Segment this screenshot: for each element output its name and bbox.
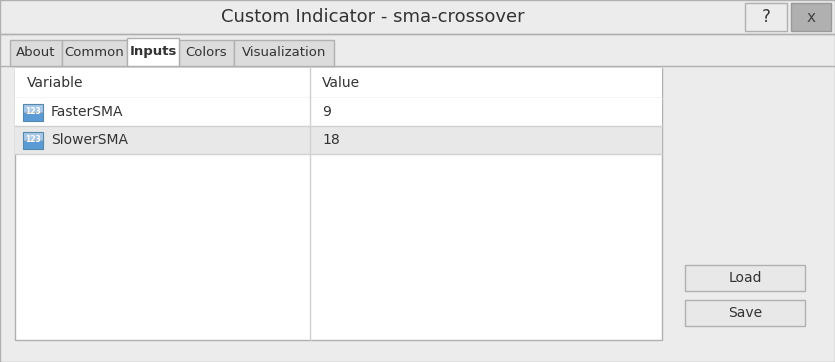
Bar xyxy=(15,68,662,340)
Bar xyxy=(23,112,43,121)
Text: Custom Indicator - sma-crossover: Custom Indicator - sma-crossover xyxy=(220,8,524,26)
Bar xyxy=(23,131,43,140)
Bar xyxy=(745,3,787,31)
Bar xyxy=(685,300,805,326)
Bar xyxy=(15,68,662,98)
Bar xyxy=(23,140,43,148)
Bar xyxy=(791,3,831,31)
Bar xyxy=(127,38,179,66)
Bar xyxy=(23,104,43,121)
Bar xyxy=(62,40,127,66)
Bar xyxy=(23,131,43,148)
Text: FasterSMA: FasterSMA xyxy=(51,105,124,119)
Bar xyxy=(15,98,662,126)
Bar xyxy=(10,40,62,66)
Text: x: x xyxy=(807,9,816,25)
Text: Common: Common xyxy=(64,46,124,59)
Text: Inputs: Inputs xyxy=(129,46,177,59)
Text: Visualization: Visualization xyxy=(242,46,326,59)
Text: 123: 123 xyxy=(25,108,41,117)
Text: Load: Load xyxy=(728,271,762,285)
Text: 9: 9 xyxy=(322,105,331,119)
Bar xyxy=(15,126,662,154)
Text: ?: ? xyxy=(762,8,771,26)
Bar xyxy=(234,40,334,66)
Text: 18: 18 xyxy=(322,133,340,147)
Text: About: About xyxy=(16,46,56,59)
Text: Value: Value xyxy=(322,76,360,90)
Bar xyxy=(179,40,234,66)
Text: Save: Save xyxy=(728,306,762,320)
Text: Variable: Variable xyxy=(27,76,84,90)
Text: Colors: Colors xyxy=(185,46,227,59)
Text: SlowerSMA: SlowerSMA xyxy=(51,133,128,147)
Bar xyxy=(23,104,43,112)
Text: 123: 123 xyxy=(25,135,41,144)
Bar xyxy=(685,265,805,291)
Bar xyxy=(0,0,835,34)
